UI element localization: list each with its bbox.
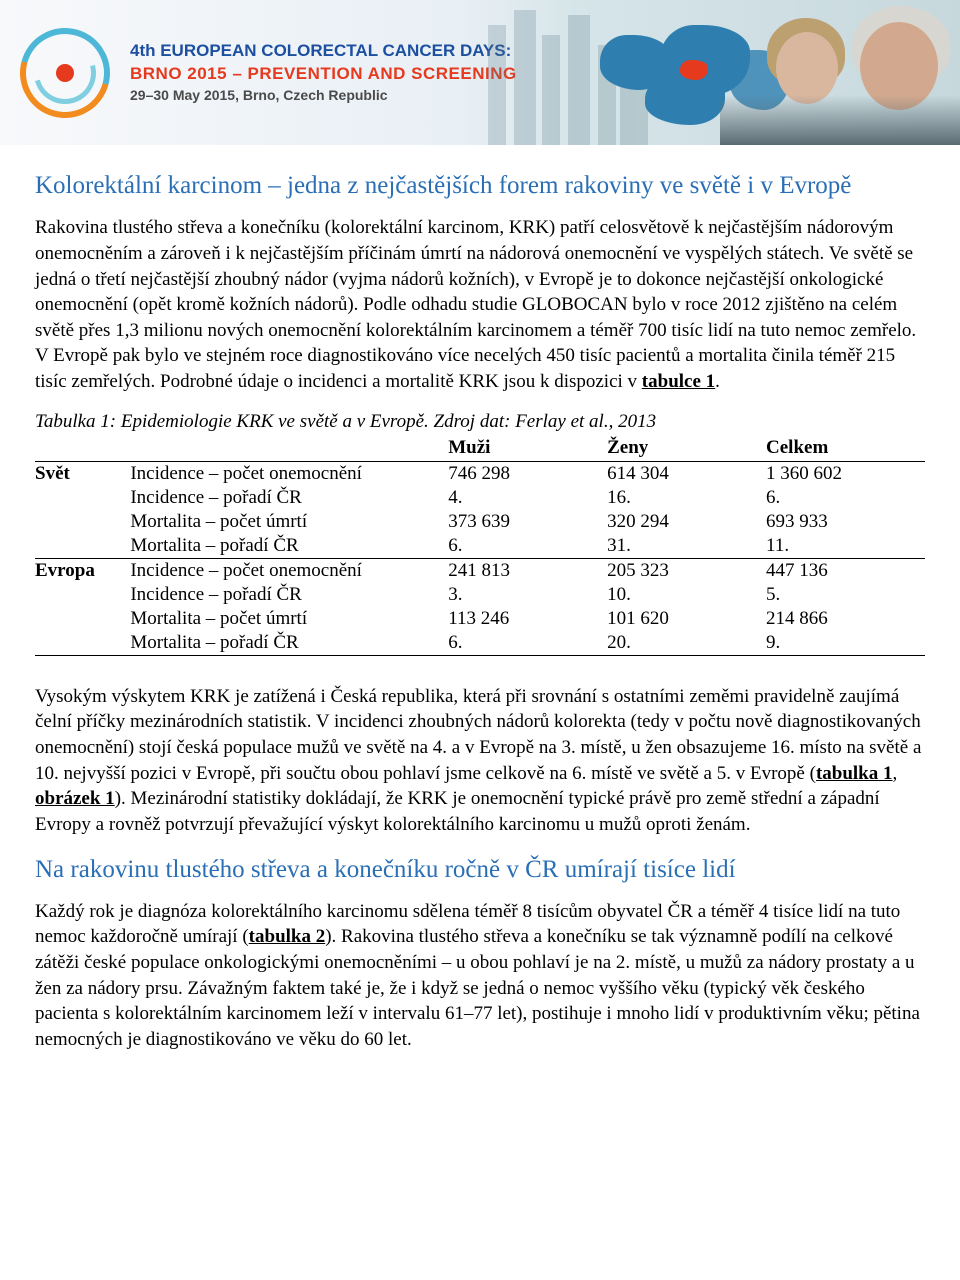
- table-row: Mortalita – pořadí ČR6.31.11.: [35, 534, 925, 559]
- cell-value: 214 866: [766, 607, 925, 631]
- cell-region: Svět: [35, 461, 130, 558]
- cell-value: 447 136: [766, 558, 925, 583]
- para2-sep: ,: [893, 763, 898, 784]
- cell-value: 16.: [607, 486, 766, 510]
- para1-end: .: [715, 371, 720, 392]
- table-row: Incidence – pořadí ČR4.16.6.: [35, 486, 925, 510]
- cell-metric: Incidence – počet onemocnění: [130, 461, 448, 486]
- cell-value: 320 294: [607, 510, 766, 534]
- cell-value: 241 813: [448, 558, 607, 583]
- cell-value: 20.: [607, 631, 766, 656]
- th-muzi: Muži: [448, 435, 607, 462]
- banner-illustration: [480, 0, 960, 145]
- cell-region: Evropa: [35, 558, 130, 655]
- people-photo-icon: [720, 0, 960, 145]
- cell-value: 3.: [448, 583, 607, 607]
- banner-line-1: 4th EUROPEAN COLORECTAL CANCER DAYS:: [130, 40, 517, 63]
- table-row: Mortalita – počet úmrtí373 639320 294693…: [35, 510, 925, 534]
- cell-metric: Incidence – pořadí ČR: [130, 583, 448, 607]
- cell-value: 693 933: [766, 510, 925, 534]
- th-region: [35, 435, 130, 462]
- th-zeny: Ženy: [607, 435, 766, 462]
- para2-b: ). Mezinárodní statistiky dokládají, že …: [35, 788, 880, 835]
- cell-value: 101 620: [607, 607, 766, 631]
- cell-metric: Incidence – počet onemocnění: [130, 558, 448, 583]
- link-tabulka-1[interactable]: tabulce 1: [642, 371, 715, 392]
- table-row: EvropaIncidence – počet onemocnění241 81…: [35, 558, 925, 583]
- table-header-row: Muži Ženy Celkem: [35, 435, 925, 462]
- section-2-title: Na rakovinu tlustého střeva a konečníku …: [35, 854, 925, 885]
- cell-value: 6.: [448, 534, 607, 559]
- cell-value: 205 323: [607, 558, 766, 583]
- banner-line-2: BRNO 2015 – PREVENTION AND SCREENING: [130, 63, 517, 86]
- cell-metric: Mortalita – počet úmrtí: [130, 510, 448, 534]
- cell-value: 614 304: [607, 461, 766, 486]
- header-banner: 4th EUROPEAN COLORECTAL CANCER DAYS: BRN…: [0, 0, 960, 145]
- link-tabulka-2[interactable]: tabulka 2: [249, 926, 326, 947]
- cell-value: 1 360 602: [766, 461, 925, 486]
- cell-value: 373 639: [448, 510, 607, 534]
- section-1-title: Kolorektální karcinom – jedna z nejčastě…: [35, 170, 925, 201]
- document-body: Kolorektální karcinom – jedna z nejčastě…: [0, 145, 960, 1099]
- banner-line-3: 29–30 May 2015, Brno, Czech Republic: [130, 86, 517, 105]
- table-1: Muži Ženy Celkem SvětIncidence – počet o…: [35, 435, 925, 656]
- cell-metric: Mortalita – pořadí ČR: [130, 631, 448, 656]
- cell-value: 6.: [766, 486, 925, 510]
- para2-a: Vysokým výskytem KRK je zatížená i Česká…: [35, 686, 921, 784]
- th-celkem: Celkem: [766, 435, 925, 462]
- cell-value: 10.: [607, 583, 766, 607]
- table-row: Incidence – pořadí ČR3.10.5.: [35, 583, 925, 607]
- table-row: SvětIncidence – počet onemocnění746 2986…: [35, 461, 925, 486]
- cell-value: 6.: [448, 631, 607, 656]
- banner-text-block: 4th EUROPEAN COLORECTAL CANCER DAYS: BRN…: [130, 40, 517, 105]
- cell-value: 746 298: [448, 461, 607, 486]
- cell-value: 113 246: [448, 607, 607, 631]
- event-logo-icon: [20, 28, 110, 118]
- cell-value: 11.: [766, 534, 925, 559]
- table-row: Mortalita – počet úmrtí113 246101 620214…: [35, 607, 925, 631]
- table-row: Mortalita – pořadí ČR6.20.9.: [35, 631, 925, 656]
- cell-metric: Mortalita – počet úmrtí: [130, 607, 448, 631]
- table-1-caption: Tabulka 1: Epidemiologie KRK ve světě a …: [35, 411, 925, 433]
- cell-metric: Incidence – pořadí ČR: [130, 486, 448, 510]
- para1-text: Rakovina tlustého střeva a konečníku (ko…: [35, 217, 916, 392]
- cell-value: 31.: [607, 534, 766, 559]
- th-metric: [130, 435, 448, 462]
- cell-metric: Mortalita – pořadí ČR: [130, 534, 448, 559]
- cell-value: 5.: [766, 583, 925, 607]
- cell-value: 4.: [448, 486, 607, 510]
- link-obrazek-1[interactable]: obrázek 1: [35, 788, 115, 809]
- section-2-paragraph: Každý rok je diagnóza kolorektálního kar…: [35, 899, 925, 1053]
- link-tabulka-1-b[interactable]: tabulka 1: [816, 763, 893, 784]
- paragraph-2: Vysokým výskytem KRK je zatížená i Česká…: [35, 684, 925, 838]
- cell-value: 9.: [766, 631, 925, 656]
- section-1-paragraph: Rakovina tlustého střeva a konečníku (ko…: [35, 215, 925, 394]
